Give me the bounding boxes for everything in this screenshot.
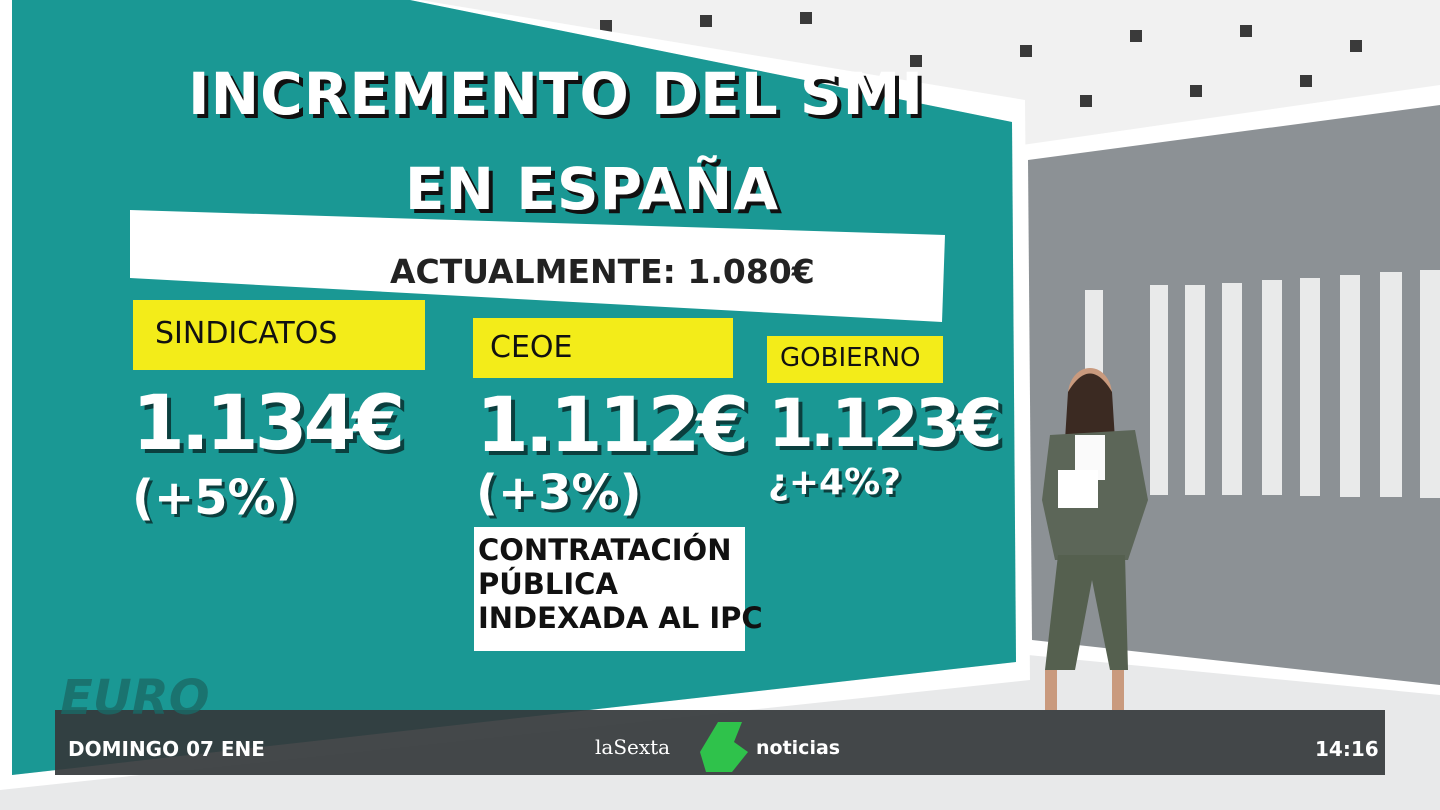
proposal-amount: 1.123€ bbox=[768, 385, 1003, 462]
note: CONTRATACIÓN PÚBLICA INDEXADA AL IPC bbox=[478, 533, 763, 635]
logo bbox=[700, 722, 748, 772]
presenter bbox=[1042, 368, 1148, 710]
ticker-section: noticias bbox=[756, 737, 841, 759]
wall-holes bbox=[600, 12, 1362, 107]
current-bar bbox=[130, 210, 945, 322]
note-line: INDEXADA AL IPC bbox=[478, 601, 763, 635]
ticker-date: DOMINGO 07 ENE bbox=[68, 737, 265, 761]
ticker-time: 14:16 bbox=[1315, 737, 1379, 761]
proposal-amount: 1.112€ bbox=[476, 380, 749, 469]
proposal-change: (+5%) bbox=[132, 470, 298, 526]
screen-left bbox=[12, 0, 1016, 775]
current: ACTUALMENTE: 1.080€ bbox=[390, 252, 815, 291]
proposal-change: ¿+4%? bbox=[768, 462, 902, 503]
label-box bbox=[133, 300, 425, 370]
crosswalk bbox=[1085, 270, 1440, 498]
note-line: PÚBLICA bbox=[478, 567, 618, 601]
ticker-brand: laSexta bbox=[595, 735, 671, 759]
label-box bbox=[473, 318, 733, 378]
proposal-amount: 1.134€ bbox=[132, 378, 405, 467]
proposal-change: (+3%) bbox=[476, 465, 642, 521]
title: INCREMENTO DEL SMI bbox=[188, 60, 924, 128]
proposal-label: GOBIERNO bbox=[780, 343, 921, 373]
note-line: CONTRATACIÓN bbox=[478, 533, 732, 567]
label-box bbox=[767, 336, 943, 383]
proposal-label: CEOE bbox=[490, 330, 573, 365]
screen-texture bbox=[12, 0, 1016, 775]
title: EN ESPAÑA bbox=[404, 155, 780, 223]
note-box bbox=[474, 527, 745, 651]
proposal-label: SINDICATOS bbox=[155, 316, 338, 351]
background-text: EURO bbox=[60, 670, 210, 726]
